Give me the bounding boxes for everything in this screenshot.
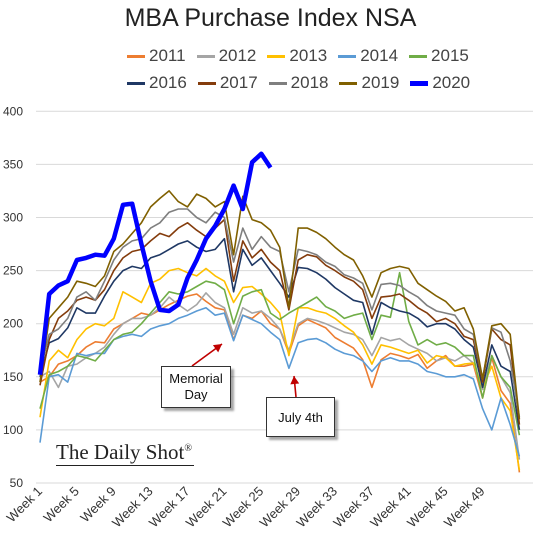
legend-label: 2015 <box>431 46 469 65</box>
legend-swatch <box>127 54 145 58</box>
legend-swatch <box>339 81 358 85</box>
legend-label: 2012 <box>218 46 257 65</box>
legend-item-2017: 2017 <box>197 73 258 93</box>
legend-label: 2019 <box>361 73 400 92</box>
series-line-2016 <box>39 237 521 431</box>
memorial-day-line2: Day <box>184 387 208 402</box>
legend-row: 2016 2017 2018 2019 2020 <box>127 73 481 93</box>
july-4th-arrow <box>290 375 300 398</box>
legend-item-2020: 2020 <box>410 73 470 93</box>
legend-label: 2011 <box>149 46 186 65</box>
y-tick-label: 300 <box>3 211 23 225</box>
legend-swatch <box>267 54 286 58</box>
y-tick-label: 50 <box>10 476 24 490</box>
legend-swatch <box>196 54 215 58</box>
legend-label: 2017 <box>219 73 258 92</box>
chart-title: MBA Purchase Index NSA <box>124 4 417 32</box>
legend-item-2012: 2012 <box>196 46 257 66</box>
series-lines <box>37 151 521 473</box>
legend-item-2019: 2019 <box>339 73 399 93</box>
series-line-2017 <box>39 218 521 425</box>
y-tick-label: 150 <box>3 370 23 384</box>
legend-item-2016: 2016 <box>127 73 187 93</box>
x-tick-label: Week 49 <box>441 484 488 531</box>
y-tick-label: 250 <box>3 264 23 278</box>
legend-swatch <box>338 54 357 58</box>
legend-label: 2014 <box>360 46 399 65</box>
series-line-2015 <box>39 271 521 436</box>
legend-swatch <box>409 54 428 58</box>
y-tick-labels: 50 100 150 200 250 300 350 400 <box>3 104 23 490</box>
july-4th-callout: July 4th <box>266 397 335 437</box>
memorial-day-line1: Memorial <box>169 371 223 386</box>
legend-item-2011: 2011 <box>127 46 186 66</box>
memorial-day-arrow <box>191 343 223 367</box>
y-tick-label: 100 <box>3 423 23 437</box>
legend-item-2018: 2018 <box>268 73 329 93</box>
legend-item-2015: 2015 <box>409 46 469 66</box>
memorial-day-callout: Memorial Day <box>161 366 231 408</box>
y-tick-label: 400 <box>3 104 23 118</box>
legend-label: 2018 <box>290 73 329 92</box>
series-line-2012 <box>39 292 521 460</box>
series-line-2014 <box>39 306 521 457</box>
legend-row: 2011 2012 2013 2014 2015 <box>127 46 480 66</box>
legend-item-2013: 2013 <box>267 46 327 66</box>
legend-swatch <box>410 80 429 86</box>
brand-underline <box>56 465 194 466</box>
series-line-2020 <box>37 151 273 375</box>
legend-label: 2013 <box>289 46 328 65</box>
legend-label: 2020 <box>432 73 471 92</box>
legend-swatch <box>268 81 287 85</box>
series-line-2013 <box>39 267 521 471</box>
legend-item-2014: 2014 <box>338 46 398 66</box>
y-tick-label: 200 <box>3 317 23 331</box>
annotation-arrows <box>191 343 300 398</box>
series-line-2019 <box>39 190 521 420</box>
legend-swatch <box>197 81 216 85</box>
brand-logo: The Daily Shot® <box>56 440 192 464</box>
y-tick-label: 350 <box>3 157 23 171</box>
legend-label: 2016 <box>149 73 187 92</box>
legend-swatch <box>127 81 145 85</box>
july-4th-label: July 4th <box>278 409 323 425</box>
x-tick-label: Week 5 <box>40 484 82 526</box>
